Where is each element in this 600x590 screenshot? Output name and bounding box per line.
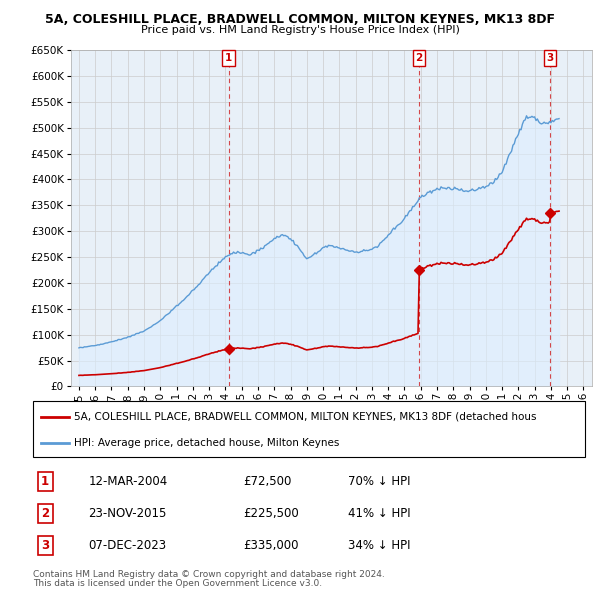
Text: 5A, COLESHILL PLACE, BRADWELL COMMON, MILTON KEYNES, MK13 8DF (detached hous: 5A, COLESHILL PLACE, BRADWELL COMMON, MI… <box>74 412 537 422</box>
Text: This data is licensed under the Open Government Licence v3.0.: This data is licensed under the Open Gov… <box>33 579 322 588</box>
Text: 23-NOV-2015: 23-NOV-2015 <box>88 507 167 520</box>
Text: £72,500: £72,500 <box>243 475 291 488</box>
Text: 1: 1 <box>41 475 49 488</box>
FancyBboxPatch shape <box>33 401 585 457</box>
Text: 3: 3 <box>41 539 49 552</box>
Text: 5A, COLESHILL PLACE, BRADWELL COMMON, MILTON KEYNES, MK13 8DF: 5A, COLESHILL PLACE, BRADWELL COMMON, MI… <box>45 13 555 26</box>
Text: £335,000: £335,000 <box>243 539 298 552</box>
Text: 1: 1 <box>225 53 232 63</box>
Text: Contains HM Land Registry data © Crown copyright and database right 2024.: Contains HM Land Registry data © Crown c… <box>33 570 385 579</box>
Text: 2: 2 <box>41 507 49 520</box>
Text: Price paid vs. HM Land Registry's House Price Index (HPI): Price paid vs. HM Land Registry's House … <box>140 25 460 35</box>
Text: HPI: Average price, detached house, Milton Keynes: HPI: Average price, detached house, Milt… <box>74 438 340 448</box>
Text: 2: 2 <box>415 53 422 63</box>
Text: 3: 3 <box>546 53 553 63</box>
Text: £225,500: £225,500 <box>243 507 299 520</box>
Text: 34% ↓ HPI: 34% ↓ HPI <box>347 539 410 552</box>
Text: 41% ↓ HPI: 41% ↓ HPI <box>347 507 410 520</box>
Text: 07-DEC-2023: 07-DEC-2023 <box>88 539 166 552</box>
Text: 12-MAR-2004: 12-MAR-2004 <box>88 475 167 488</box>
Text: 70% ↓ HPI: 70% ↓ HPI <box>347 475 410 488</box>
